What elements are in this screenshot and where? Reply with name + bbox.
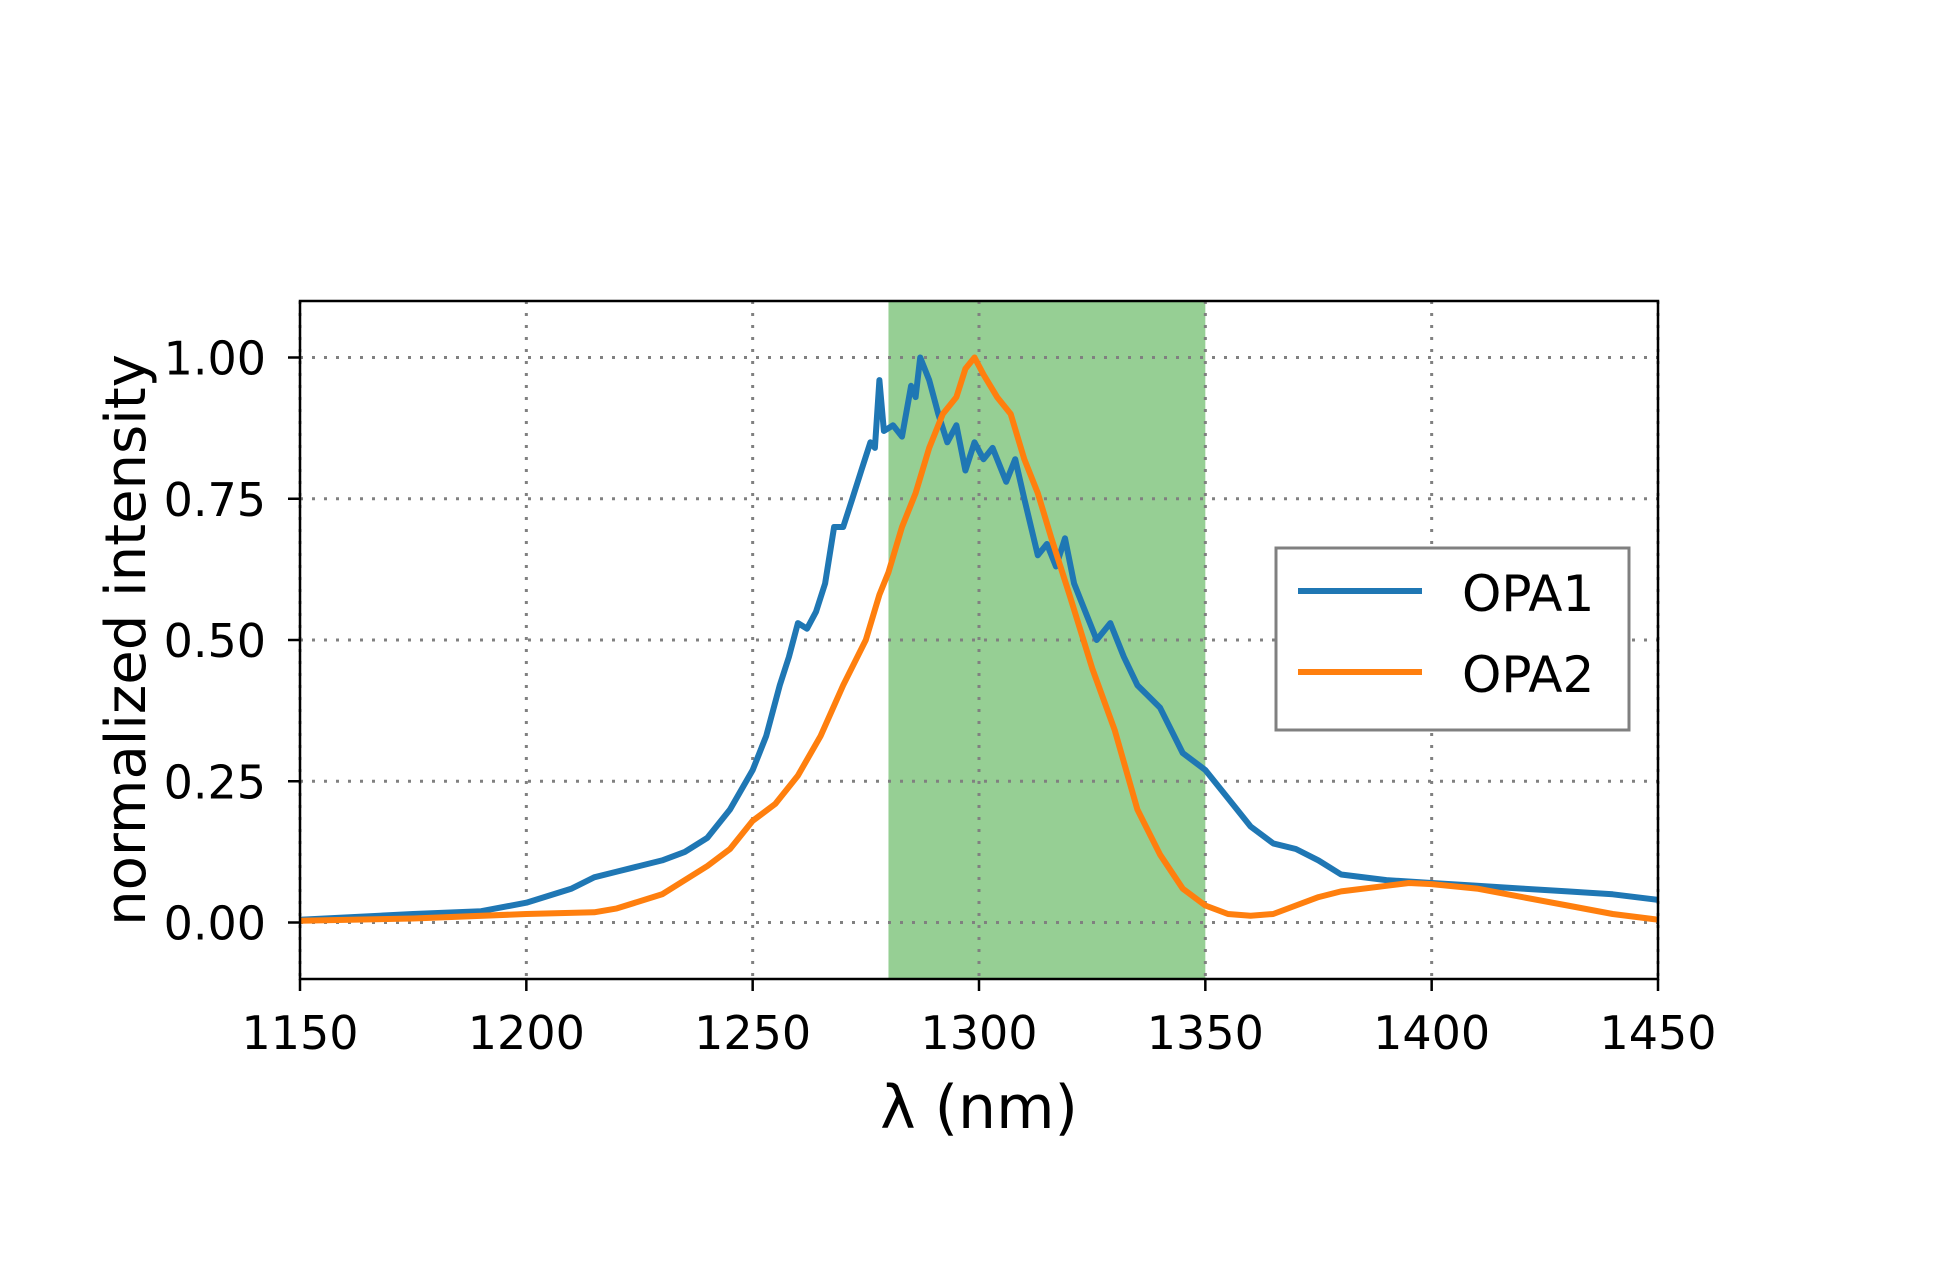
x-tick-label: 1250: [694, 1006, 811, 1060]
x-tick-label: 1350: [1147, 1006, 1264, 1060]
y-tick-label: 0.75: [164, 473, 266, 527]
legend: OPA1 OPA2: [1274, 546, 1631, 732]
series-line-opa1: [299, 354, 1659, 923]
series-lines: [299, 354, 1659, 924]
x-tick-label: 1200: [468, 1006, 585, 1060]
y-tick-label: 1.00: [164, 332, 266, 386]
legend-label-opa1: OPA1: [1462, 565, 1594, 623]
x-axis-label: λ (nm): [880, 1073, 1078, 1143]
legend-label-opa2: OPA2: [1462, 646, 1594, 704]
y-axis-label: normalized intensity: [94, 354, 159, 926]
x-tick-label: 1400: [1373, 1006, 1490, 1060]
x-tick-label: 1300: [920, 1006, 1037, 1060]
x-tick-label: 1450: [1599, 1006, 1716, 1060]
x-tick-label: 1150: [241, 1006, 358, 1060]
y-tick-label: 0.50: [164, 614, 266, 668]
y-tick-label: 0.00: [164, 897, 266, 951]
legend-box: [1274, 546, 1631, 732]
series-line-opa2: [299, 354, 1659, 924]
ticks: 1150 1200 1250 1300 1350 1400 1450 0.00 0.25 0.50…: [164, 332, 1717, 1061]
y-tick-label: 0.25: [164, 755, 266, 809]
